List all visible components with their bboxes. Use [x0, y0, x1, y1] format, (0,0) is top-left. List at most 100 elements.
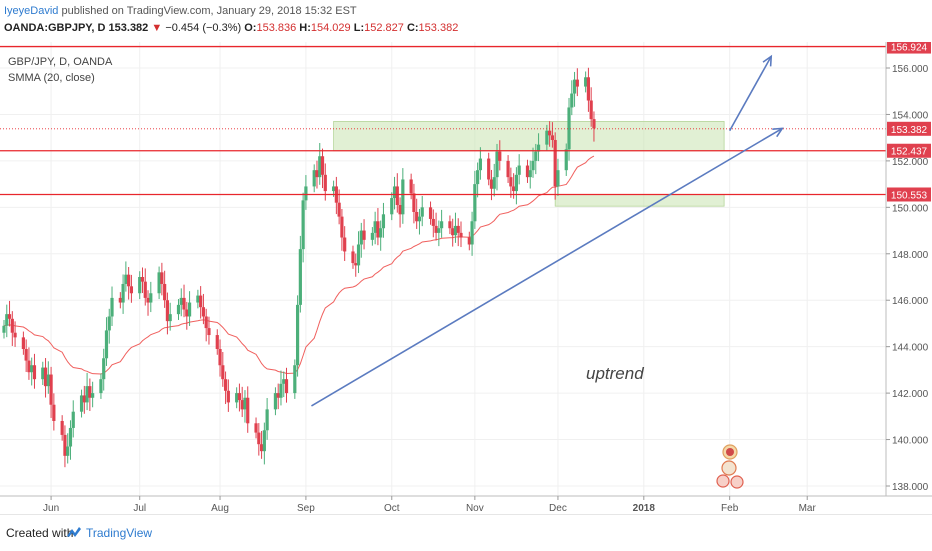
candle-body-down: [395, 186, 399, 206]
event-badge-icon[interactable]: [716, 444, 744, 489]
candle-body-down: [548, 130, 552, 136]
price-tick-label: 138.000: [892, 482, 929, 493]
candle-body-up: [379, 228, 383, 238]
price-tick-label: 156.000: [892, 64, 929, 75]
candle-body-up: [564, 149, 568, 171]
candle-body-down: [165, 300, 170, 322]
candle-body-up: [46, 374, 50, 387]
candle-body-down: [207, 328, 211, 336]
chart-header: IyeyeDavid published on TradingView.com,…: [0, 0, 932, 42]
uptrend-annotation[interactable]: uptrend: [586, 364, 644, 383]
high-value: 154.029: [310, 22, 351, 34]
chart-area[interactable]: 138.000 140.000 142.000 144.000 146.000 148.0…: [0, 39, 932, 514]
last-price-tag: [887, 121, 931, 136]
candle-body-down: [129, 286, 134, 294]
candle-body-down: [160, 272, 164, 284]
time-tick-label: Jul: [133, 503, 146, 514]
candle-body-down: [409, 179, 413, 194]
level-lines[interactable]: [0, 45, 886, 196]
price-tags: 156.924 152.437 150.553 153.382: [887, 39, 931, 202]
uptrend-line[interactable]: [311, 127, 783, 407]
candle-body-up: [534, 151, 538, 161]
candle-body-up: [453, 225, 458, 236]
candle-body-down: [218, 348, 222, 366]
candle-body-up: [107, 316, 111, 331]
candle-body-up: [420, 207, 424, 217]
candle-body-down: [487, 158, 491, 180]
price-chart[interactable]: 138.000 140.000 142.000 144.000 146.000 148.0…: [0, 39, 932, 514]
candle-body-down: [27, 360, 31, 373]
candle-body-down: [415, 211, 419, 222]
level-tag-label: 152.437: [891, 147, 928, 158]
candle-body-down: [240, 400, 244, 410]
candle-body-down: [362, 230, 366, 240]
candle-body-up: [149, 293, 153, 303]
price-tick-label: 150.000: [892, 203, 929, 214]
candle-body-down: [506, 160, 510, 178]
price-tick-label: 152.000: [892, 157, 929, 168]
price-axis[interactable]: [886, 42, 932, 496]
price-tick-label: 154.000: [892, 110, 929, 121]
candle-body-up: [401, 179, 405, 215]
author-link[interactable]: IyeyeDavid: [4, 5, 59, 17]
low-value: 152.827: [364, 22, 404, 34]
candle-body-up: [273, 393, 278, 410]
candle-body-up: [279, 383, 283, 398]
last-price: 153.382: [108, 22, 149, 34]
candle-body-up: [476, 170, 480, 185]
time-axis-ticks: Jun Jul Aug Sep Oct Nov Dec 2018 Feb Mar: [43, 496, 816, 514]
candle-body-down: [451, 228, 455, 236]
candle-body-down: [226, 390, 230, 403]
candle-body-up: [5, 314, 9, 326]
candle-body-up: [99, 379, 103, 394]
candle-body-up: [2, 325, 6, 333]
candle-body-up: [91, 393, 95, 398]
price-tick-label: 142.000: [892, 389, 929, 400]
candle-body-up: [478, 158, 482, 171]
candle-body-up: [370, 232, 374, 240]
change-arrow-icon: ▼: [151, 22, 163, 34]
open-value: 153.836: [256, 22, 297, 34]
candle-body-up: [304, 186, 308, 201]
created-with-label: Created with: [6, 526, 74, 540]
candle-body-up: [179, 297, 183, 305]
candle-body-down: [337, 202, 341, 217]
level-tag: [887, 39, 931, 54]
level-tag: [887, 143, 931, 158]
candle-body-down: [49, 374, 53, 405]
candle-body-up: [492, 177, 496, 189]
high-label: H:: [299, 22, 311, 34]
price-axis-ticks: 138.000 140.000 142.000 144.000 146.000 148.0…: [886, 64, 929, 493]
candle-body-up: [196, 295, 200, 303]
candle-body-down: [323, 174, 327, 192]
candle-body-down: [276, 393, 280, 398]
candle-body-up: [104, 330, 109, 359]
candle-body-down: [199, 295, 203, 308]
price-tick-label: 140.000: [892, 436, 929, 447]
candle-body-down: [32, 365, 37, 380]
price-tick-label: 148.000: [892, 250, 929, 261]
candle-body-down: [143, 281, 147, 298]
candle-body-up: [124, 274, 128, 284]
time-tick-label: Sep: [297, 503, 315, 514]
candle-body-up: [359, 230, 363, 245]
candle-body-down: [140, 277, 145, 282]
time-tick-label: Feb: [721, 503, 739, 514]
time-tick-label: Dec: [549, 503, 567, 514]
candle-body-up: [567, 107, 571, 150]
candle-body-up: [121, 283, 125, 303]
candle-body-down: [221, 365, 225, 380]
candle-body-up: [536, 144, 541, 152]
candle-body-up: [102, 358, 106, 380]
candle-body-up: [282, 379, 286, 384]
candle-body-down: [448, 221, 452, 229]
projection-line[interactable]: [728, 55, 772, 132]
low-label: L:: [353, 22, 365, 34]
time-tick-label: Jun: [43, 503, 59, 514]
time-tick-label: Aug: [211, 503, 229, 514]
candle-body-down: [24, 348, 28, 361]
trend-lines[interactable]: [311, 54, 784, 407]
candle-body-up: [417, 216, 422, 222]
tradingview-brand-link[interactable]: TradingView: [86, 526, 153, 540]
candle-body-up: [41, 367, 45, 380]
